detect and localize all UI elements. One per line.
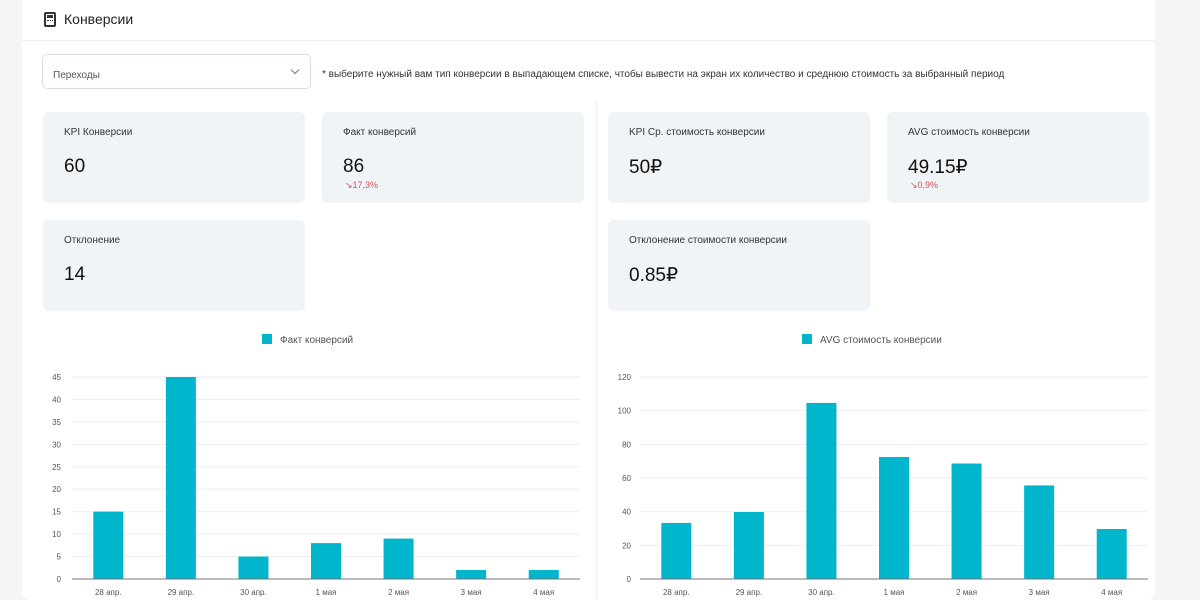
panel-header: Конверсии: [22, 0, 1155, 41]
card-value: 86: [343, 156, 365, 177]
y-tick-label: 0: [57, 575, 62, 584]
x-tick-label: 1 мая: [316, 588, 337, 597]
y-tick-label: 0: [627, 575, 632, 584]
x-tick-label: 2 мая: [956, 588, 977, 597]
legend-label: Факт конверсий: [280, 335, 354, 346]
y-tick-label: 35: [52, 418, 61, 427]
legend-label: AVG стоимость конверсии: [820, 335, 942, 346]
legend-swatch: [802, 334, 812, 344]
card-value: 49.15₽: [908, 157, 968, 178]
bar-1-1: [733, 512, 764, 579]
bar-0-4: [383, 538, 414, 579]
conversions-panel: Конверсии Переходы * выберите нужный вам…: [22, 0, 1155, 600]
bar-1-2: [806, 402, 837, 579]
y-tick-label: 25: [52, 463, 61, 472]
page-title: Конверсии: [64, 11, 134, 27]
card-value: 14: [64, 264, 86, 285]
x-tick-label: 28 апр.: [663, 588, 690, 597]
calculator-icon: [44, 12, 56, 27]
x-tick-label: 4 мая: [1101, 588, 1122, 597]
card-value: 60: [64, 156, 86, 177]
y-tick-label: 40: [622, 508, 631, 517]
kpi-cost-card: KPI Ср. стоимость конверсии 50₽: [608, 112, 870, 203]
kpi-conversions-card: KPI Конверсии 60: [43, 112, 305, 203]
chart1-legend[interactable]: Факт конверсий: [262, 334, 353, 346]
x-tick-label: 30 апр.: [240, 588, 267, 597]
card-label: Отклонение: [64, 235, 121, 246]
deviation-card: Отклонение 14: [43, 220, 305, 311]
bar-1-5: [1024, 485, 1055, 579]
card-label: AVG стоимость конверсии: [908, 127, 1030, 138]
bar-1-0: [661, 522, 692, 579]
conversion-type-select[interactable]: Переходы: [42, 54, 311, 89]
fact-conversions-card: Факт конверсий 86 ↘17,3%: [322, 112, 584, 203]
card-label: KPI Конверсии: [64, 127, 133, 138]
y-tick-label: 5: [57, 553, 62, 562]
y-tick-label: 30: [52, 440, 61, 449]
bar-1-6: [1096, 529, 1127, 579]
card-delta: ↘17,3%: [345, 180, 379, 190]
chart2-legend[interactable]: AVG стоимость конверсии: [802, 334, 942, 346]
x-tick-label: 3 мая: [461, 588, 482, 597]
x-tick-label: 4 мая: [533, 588, 554, 597]
card-label: Факт конверсий: [343, 127, 417, 138]
y-tick-label: 15: [52, 508, 61, 517]
column-divider: [596, 100, 597, 600]
y-tick-label: 40: [52, 395, 61, 404]
card-value: 0.85₽: [629, 265, 679, 286]
y-tick-label: 20: [52, 485, 61, 494]
y-tick-label: 100: [618, 407, 632, 416]
filter-hint: * выберите нужный вам тип конверсии в вы…: [322, 69, 1005, 80]
x-tick-label: 2 мая: [388, 588, 409, 597]
y-tick-label: 80: [622, 440, 631, 449]
card-value: 50₽: [629, 157, 663, 178]
legend-swatch: [262, 334, 272, 344]
y-tick-label: 10: [52, 530, 61, 539]
bar-0-1: [165, 377, 196, 579]
y-tick-label: 120: [618, 373, 632, 382]
x-tick-label: 29 апр.: [168, 588, 195, 597]
x-tick-label: 3 мая: [1029, 588, 1050, 597]
x-tick-label: 29 апр.: [736, 588, 763, 597]
avg-cost-card: AVG стоимость конверсии 49.15₽ ↘0,9%: [887, 112, 1149, 203]
card-label: KPI Ср. стоимость конверсии: [629, 127, 765, 138]
bar-0-3: [311, 543, 341, 579]
card-delta: ↘0,9%: [910, 180, 939, 190]
bar-1-3: [879, 456, 909, 579]
x-tick-label: 1 мая: [884, 588, 905, 597]
y-tick-label: 45: [52, 373, 61, 382]
bar-1-4: [951, 463, 982, 579]
y-tick-label: 20: [622, 541, 631, 550]
bar-0-2: [238, 556, 269, 579]
x-tick-label: 30 апр.: [808, 588, 835, 597]
y-tick-label: 60: [622, 474, 631, 483]
selected-value: Переходы: [53, 70, 100, 81]
card-label: Отклонение стоимости конверсии: [629, 235, 787, 246]
bar-0-0: [93, 511, 124, 579]
cost-deviation-card: Отклонение стоимости конверсии 0.85₽: [608, 220, 870, 311]
bar-0-5: [456, 570, 487, 579]
x-tick-label: 28 апр.: [95, 588, 122, 597]
bar-0-6: [528, 570, 559, 579]
